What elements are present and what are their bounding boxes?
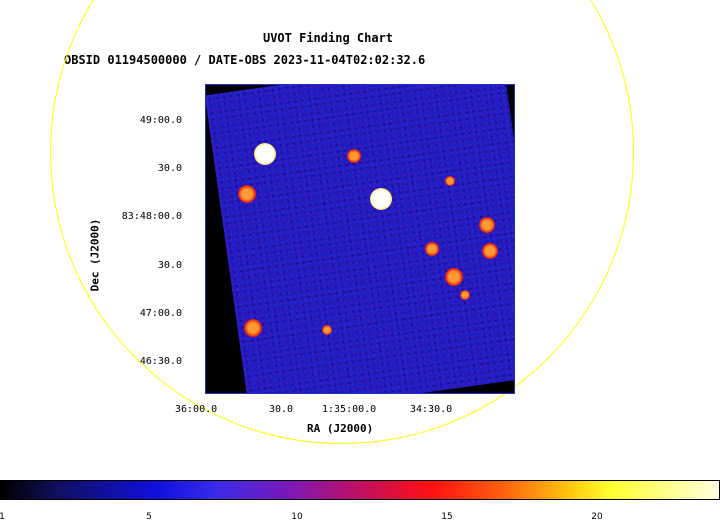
source xyxy=(445,176,455,186)
x-tick-label: 36:00.0 xyxy=(175,404,218,415)
colorbar-tick: 1 xyxy=(0,512,5,522)
y-tick-label: 49:00.0 xyxy=(139,115,182,126)
colorbar-tick: 5 xyxy=(146,512,152,522)
colorbar xyxy=(0,480,720,500)
source xyxy=(238,185,256,203)
colorbar-tick: 20 xyxy=(591,512,603,522)
source xyxy=(445,268,463,286)
detector-image xyxy=(206,85,514,393)
source xyxy=(482,243,498,259)
y-tick-label: 30.0 xyxy=(157,260,182,271)
x-axis-label: RA (J2000) xyxy=(307,422,374,435)
x-tick-label: 30.0 xyxy=(269,404,294,415)
source xyxy=(370,188,392,210)
y-tick-label: 47:00.0 xyxy=(139,308,182,319)
source xyxy=(460,290,470,300)
x-tick-label: 1:35:00.0 xyxy=(322,404,377,415)
y-tick-label: 83:48:00.0 xyxy=(121,211,182,222)
source xyxy=(322,325,332,335)
y-tick-label: 46:30.0 xyxy=(139,356,182,367)
source xyxy=(347,149,361,163)
source xyxy=(479,217,495,233)
colorbar-tick: 15 xyxy=(441,512,453,522)
source xyxy=(254,143,276,165)
colorbar-tick: 10 xyxy=(291,512,303,522)
x-tick-label: 34:30.0 xyxy=(410,404,453,415)
y-axis-label: Dec (J2000) xyxy=(88,218,102,292)
source xyxy=(425,242,439,256)
source xyxy=(244,319,262,337)
image-frame[interactable] xyxy=(205,84,515,394)
y-tick-label: 30.0 xyxy=(157,163,182,174)
